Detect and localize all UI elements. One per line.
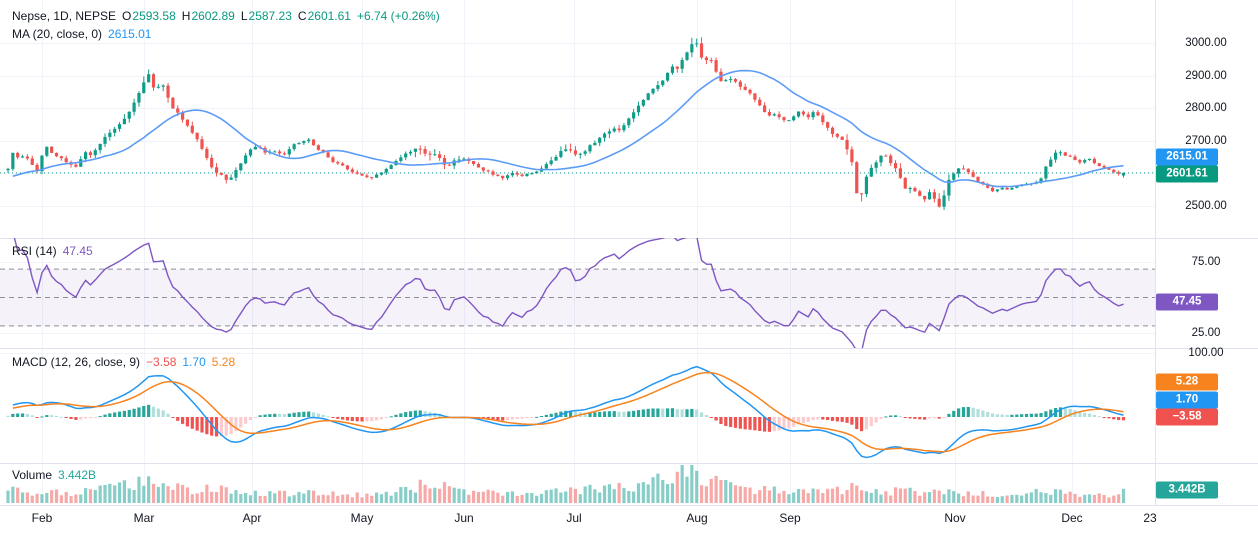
ma-legend[interactable]: MA (20, close, 0) 2615.01 [12, 27, 151, 41]
price-axis-badge: 1.70 [1156, 391, 1218, 409]
ma-value: 2615.01 [108, 27, 152, 41]
time-axis-label: Jun [454, 511, 474, 525]
macd-line-value: 1.70 [182, 355, 206, 369]
price-axis-badge: 2615.01 [1156, 148, 1218, 166]
symbol-legend[interactable]: Nepse, 1D, NEPSE O 2593.58 H 2602.89 L 2587… [12, 9, 440, 23]
time-axis-label: Sep [779, 511, 801, 525]
time-axis-label: 23 [1143, 511, 1157, 525]
price-axis-label: 2500.00 [1185, 200, 1227, 212]
ohlc-open: O 2593.58 [122, 9, 176, 23]
macd-legend[interactable]: MACD (12, 26, close, 9) −3.58 1.70 5.28 [12, 355, 235, 369]
macd-label: MACD (12, 26, close, 9) [12, 355, 141, 369]
time-axis-label: Mar [133, 511, 155, 525]
macd-signal-value: 5.28 [211, 355, 236, 369]
price-axis-badge: 5.28 [1156, 373, 1218, 391]
symbol-title: Nepse, 1D, NEPSE [12, 9, 117, 23]
change-value: +6.74 (+0.26%) [356, 9, 440, 23]
price-axis-label: 25.00 [1191, 327, 1221, 339]
ma-label: MA (20, close, 0) [12, 27, 103, 41]
rsi-legend[interactable]: RSI (14) 47.45 [12, 244, 93, 258]
price-axis-badge: 47.45 [1156, 293, 1218, 311]
ohlc-close: C 2601.61 [297, 9, 351, 23]
price-axis-label: 3000.00 [1185, 37, 1227, 49]
ohlc-low: L 2587.23 [240, 9, 292, 23]
time-axis-label: Feb [31, 511, 53, 525]
price-axis-badge: 3.442B [1156, 481, 1218, 499]
price-axis-label: 75.00 [1191, 256, 1221, 268]
macd-hist-value: −3.58 [146, 355, 177, 369]
price-axis-badge: −3.58 [1156, 408, 1218, 426]
volume-value: 3.442B [58, 468, 97, 482]
time-axis-label: Nov [944, 511, 966, 525]
price-axis-badge: 2601.61 [1156, 165, 1218, 183]
rsi-value: 47.45 [62, 244, 93, 258]
time-axis-label: Apr [242, 511, 262, 525]
volume-label: Volume [12, 468, 53, 482]
price-axis-label: 2900.00 [1185, 70, 1227, 82]
time-axis-label: Dec [1061, 511, 1083, 525]
time-axis-label: May [350, 511, 374, 525]
volume-legend[interactable]: Volume 3.442B [12, 468, 96, 482]
ohlc-high: H 2602.89 [181, 9, 235, 23]
time-axis-label: Jul [566, 511, 582, 525]
time-axis-label: Aug [686, 511, 708, 525]
price-axis-label: 100.00 [1188, 347, 1224, 359]
rsi-label: RSI (14) [12, 244, 57, 258]
price-axis-label: 2700.00 [1185, 135, 1227, 147]
price-axis-label: 2800.00 [1185, 102, 1227, 114]
